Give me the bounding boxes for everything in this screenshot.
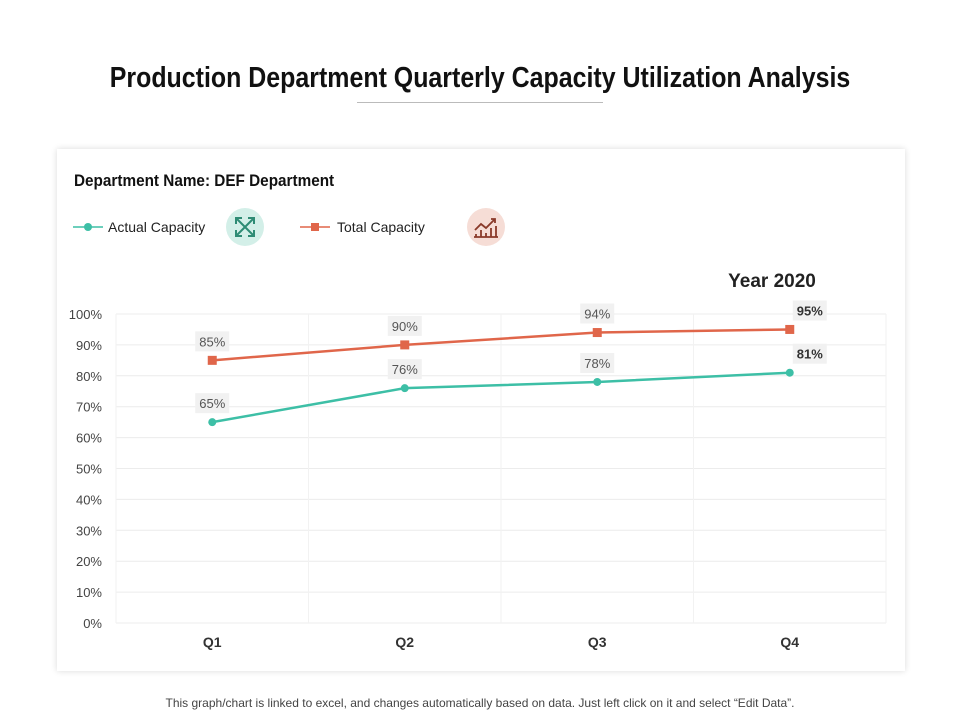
data-label: 95%: [797, 303, 823, 318]
data-label: 76%: [392, 362, 418, 377]
y-tick-label: 100%: [69, 307, 103, 322]
data-label-bg: [580, 352, 615, 373]
data-point: [207, 355, 217, 365]
x-tick-label: Q3: [588, 634, 607, 650]
data-point: [208, 418, 217, 427]
y-tick-label: 40%: [76, 492, 102, 507]
y-tick-label: 30%: [76, 523, 102, 538]
data-label: 90%: [392, 319, 418, 334]
y-tick-label: 80%: [76, 369, 102, 384]
data-point: [785, 368, 794, 377]
title-divider: [357, 102, 603, 103]
legend-actual: Actual Capacity: [73, 219, 205, 235]
expand-arrows-icon: [226, 208, 264, 246]
legend-label: Total Capacity: [337, 219, 425, 235]
y-tick-label: 70%: [76, 400, 102, 415]
growth-chart-icon: [467, 208, 505, 246]
data-point: [592, 328, 602, 338]
y-tick-label: 50%: [76, 462, 102, 477]
x-tick-label: Q2: [395, 634, 414, 650]
data-point: [785, 324, 795, 334]
x-tick-label: Q1: [203, 634, 222, 650]
y-tick-label: 0%: [83, 616, 102, 631]
data-label-bg: [195, 393, 230, 414]
y-tick-label: 90%: [76, 338, 102, 353]
footer-note: This graph/chart is linked to excel, and…: [165, 696, 795, 710]
data-point: [400, 384, 409, 393]
data-label: 94%: [584, 307, 610, 322]
legend-marker-actual: [73, 223, 103, 231]
data-label-bg: [195, 331, 230, 352]
chart-title: Year 2020: [728, 271, 816, 292]
legend-marker-total: [300, 223, 330, 231]
data-point: [593, 377, 602, 386]
y-tick-label: 10%: [76, 585, 102, 600]
page-title: Production Department Quarterly Capacity…: [109, 62, 851, 94]
legend-label: Actual Capacity: [108, 219, 206, 235]
legend-total: Total Capacity: [300, 219, 425, 235]
y-tick-label: 20%: [76, 554, 102, 569]
x-tick-label: Q4: [780, 634, 799, 650]
data-label-bg: [792, 343, 827, 364]
series-line-0: [212, 371, 790, 424]
data-point: [400, 340, 410, 350]
data-label: 85%: [199, 334, 225, 349]
data-label: 81%: [797, 347, 823, 362]
data-label-bg: [580, 303, 615, 324]
data-label-bg: [387, 359, 422, 380]
y-tick-label: 60%: [76, 431, 102, 446]
data-label: 78%: [584, 356, 610, 371]
data-label-bg: [387, 315, 422, 336]
series-line-1: [212, 328, 790, 362]
data-label-bg: [792, 300, 827, 321]
data-label: 65%: [199, 396, 225, 411]
department-label: Department Name: DEF Department: [74, 171, 335, 190]
